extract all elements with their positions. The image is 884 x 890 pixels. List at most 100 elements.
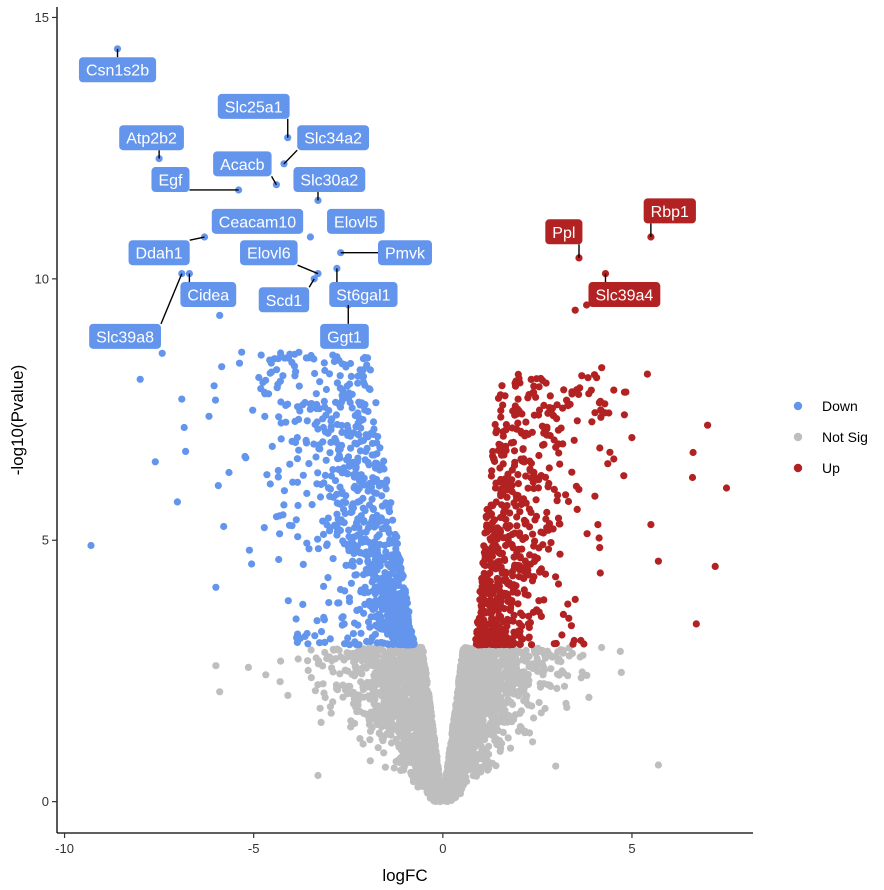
data-point-down [353, 606, 361, 615]
data-point-not-sig [385, 678, 393, 686]
data-point-not-sig [398, 759, 406, 768]
data-point-up [610, 455, 618, 463]
data-point-not-sig [459, 688, 467, 696]
data-point-not-sig [553, 684, 561, 693]
data-point-up [489, 447, 497, 456]
data-point-not-sig [311, 687, 319, 695]
data-point-not-sig [464, 674, 472, 683]
data-point-down [180, 423, 188, 432]
data-point-not-sig [398, 656, 406, 664]
data-point-not-sig [425, 700, 433, 708]
data-point-not-sig [497, 684, 505, 692]
data-point-not-sig [443, 770, 451, 779]
data-point-not-sig [380, 749, 388, 757]
data-point-down [345, 598, 354, 606]
data-point-down [347, 579, 355, 587]
data-point-down [284, 597, 292, 605]
data-point-down [340, 505, 348, 514]
data-point-not-sig [457, 669, 465, 677]
data-point-up [558, 631, 566, 639]
data-point-down [326, 485, 334, 493]
data-point-up [588, 418, 596, 426]
data-point-not-sig [517, 649, 526, 657]
data-point-down [225, 468, 233, 477]
data-point-not-sig [403, 754, 411, 762]
data-point-down [377, 517, 385, 525]
data-point-down [266, 480, 274, 488]
data-point-not-sig [451, 768, 459, 776]
data-point-down [378, 479, 386, 487]
data-point-not-sig [506, 666, 514, 674]
data-point-down [406, 641, 414, 649]
data-point-down [331, 477, 340, 485]
data-point-down [314, 535, 322, 543]
data-point-down [373, 546, 381, 554]
data-point-down [336, 384, 344, 392]
data-point-down [291, 417, 299, 425]
data-point-not-sig [404, 732, 412, 740]
data-point-down [394, 640, 402, 648]
data-point-up [519, 611, 527, 620]
data-point-not-sig [533, 662, 541, 670]
data-point-not-sig [377, 674, 385, 682]
data-point-not-sig [585, 693, 593, 702]
data-point-not-sig [456, 729, 465, 737]
data-point-up [524, 591, 532, 599]
data-point-down [354, 379, 362, 387]
data-point-not-sig [404, 712, 412, 720]
data-point-not-sig [557, 646, 565, 654]
data-point-down [383, 640, 391, 648]
data-point-down [402, 595, 410, 603]
data-point-not-sig [374, 744, 382, 752]
data-point-not-sig [546, 681, 554, 689]
data-point-up [480, 542, 488, 550]
data-point-up [480, 561, 488, 569]
data-point-up [539, 441, 547, 449]
data-point-not-sig [529, 738, 537, 746]
data-point-down [342, 469, 350, 477]
data-point-up [508, 541, 516, 549]
data-point-up [491, 525, 499, 533]
data-point-down [339, 613, 347, 621]
data-point-not-sig [394, 680, 402, 688]
data-point-down [281, 354, 289, 362]
data-point-down [333, 510, 341, 518]
data-point-down [376, 444, 384, 452]
data-point-down [338, 488, 346, 496]
data-point-up [496, 591, 504, 599]
data-point-not-sig [304, 657, 312, 665]
data-point-down [173, 498, 181, 506]
data-point-not-sig [518, 675, 526, 683]
data-point-up [643, 370, 652, 378]
data-point-not-sig [539, 671, 547, 679]
data-point-not-sig [539, 662, 547, 671]
data-point-down [321, 471, 329, 479]
data-point-down [255, 373, 263, 382]
data-point-not-sig [469, 669, 477, 677]
data-point-down [296, 634, 304, 643]
data-point-down [333, 420, 341, 429]
data-point-down [214, 482, 222, 490]
data-point-not-sig [466, 650, 474, 659]
data-point-down [404, 612, 412, 621]
data-point-up [563, 396, 571, 404]
data-point-down [378, 574, 386, 582]
data-point-not-sig [377, 707, 385, 715]
data-point-not-sig [436, 778, 444, 787]
data-point-not-sig [401, 662, 409, 670]
data-point-down [248, 560, 256, 568]
data-point-up [591, 492, 599, 500]
data-point-down [210, 382, 218, 390]
data-point-up [554, 580, 563, 588]
data-point-not-sig [417, 712, 425, 720]
data-point-not-sig [413, 725, 421, 733]
data-point-down [396, 619, 405, 627]
data-point-not-sig [319, 680, 327, 688]
data-point-up [516, 553, 524, 561]
data-point-down [359, 571, 368, 579]
data-point-not-sig [344, 667, 352, 675]
data-point-not-sig [429, 741, 437, 749]
data-point-down [330, 357, 338, 366]
data-point-down [279, 511, 287, 519]
data-point-not-sig [519, 656, 527, 664]
